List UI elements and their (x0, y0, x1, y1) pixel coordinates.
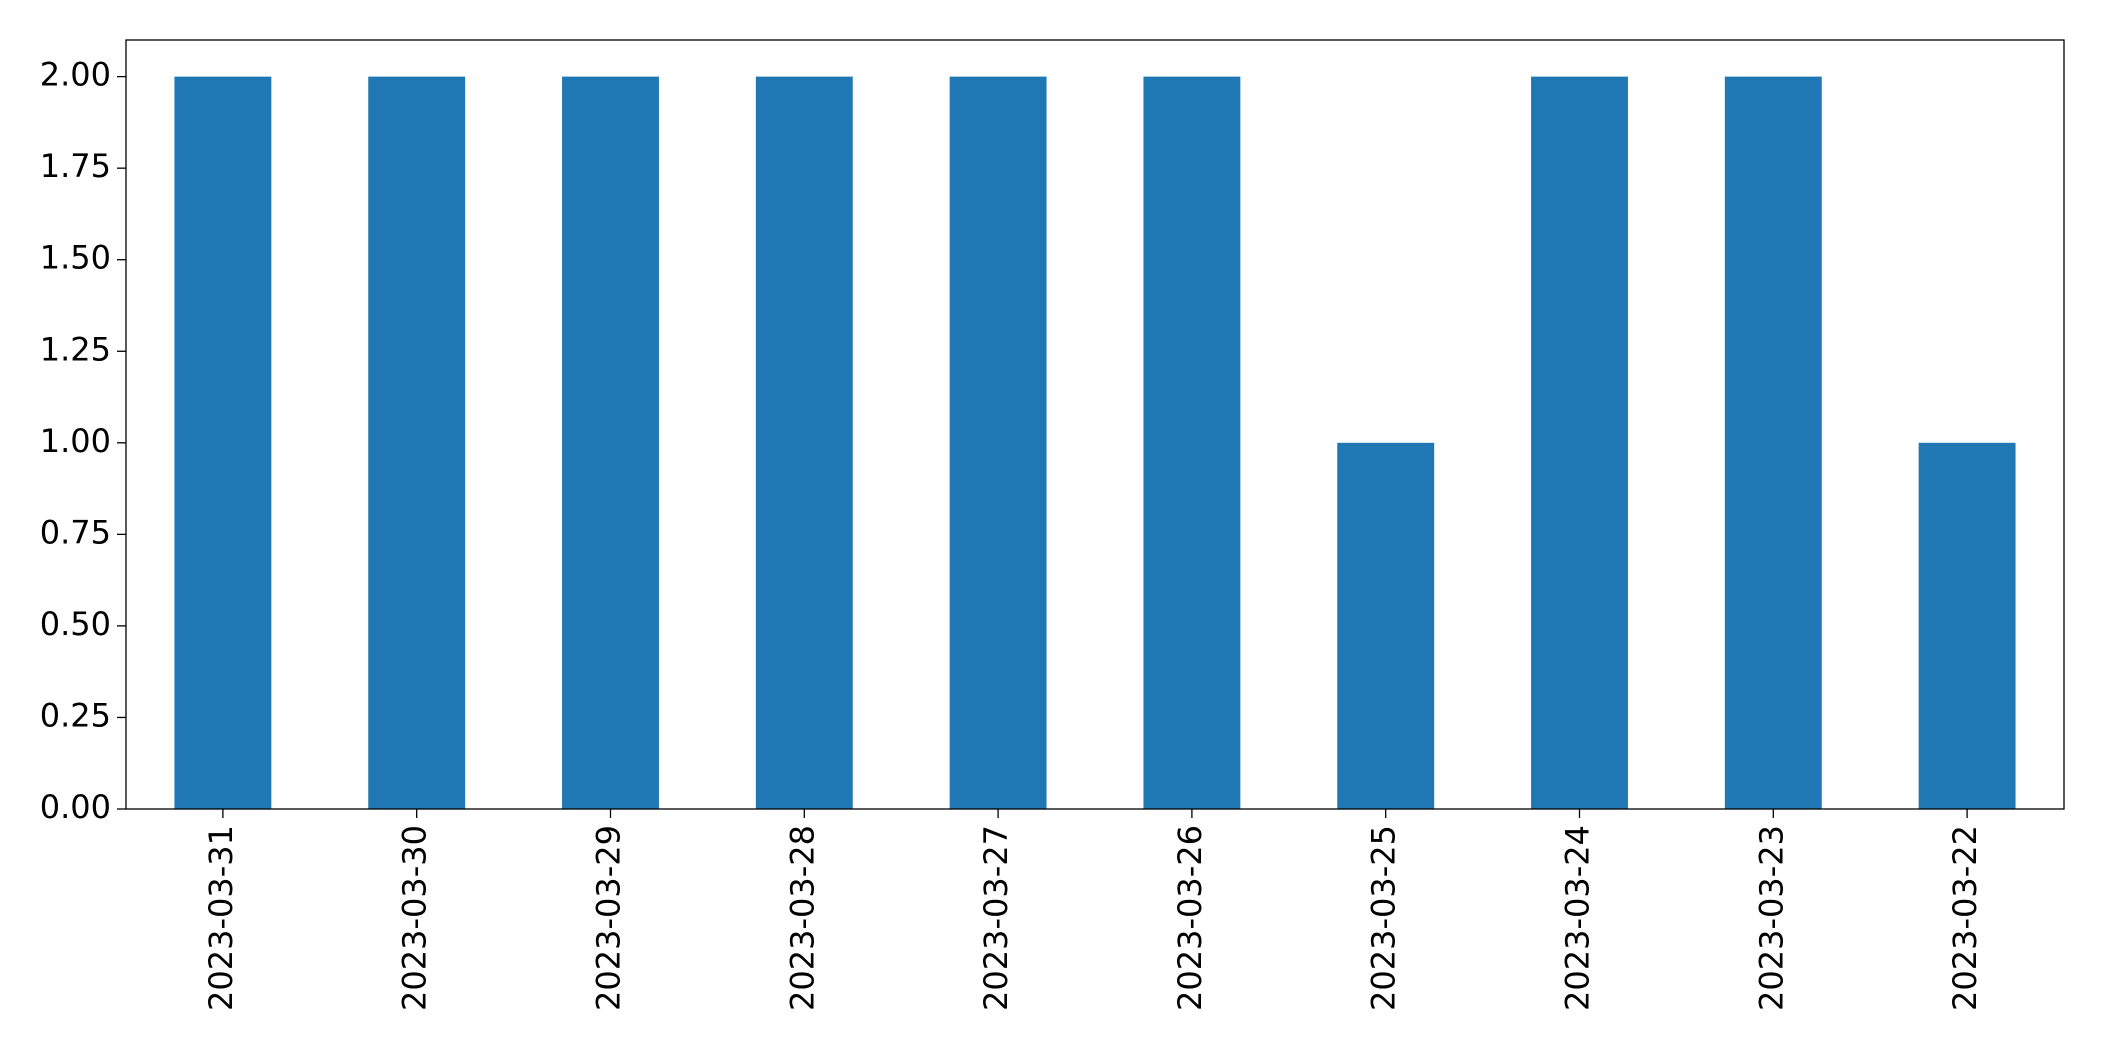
y-tick-label: 1.25 (40, 330, 111, 368)
x-tick-label: 2023-03-25 (1365, 825, 1403, 1011)
y-tick-label: 1.00 (40, 422, 111, 460)
bar (562, 76, 659, 810)
bar (368, 76, 466, 810)
x-tick-label: 2023-03-27 (977, 825, 1015, 1011)
y-tick-label: 1.75 (40, 147, 111, 185)
y-tick-label: 0.75 (40, 513, 111, 551)
bar (949, 76, 1047, 810)
x-tick-label: 2023-03-31 (202, 825, 240, 1011)
bar (174, 76, 272, 810)
bar (755, 76, 853, 810)
y-tick-label: 0.00 (40, 788, 111, 826)
y-tick-label: 1.50 (40, 239, 111, 277)
bar (1337, 442, 1435, 809)
y-tick-label: 0.50 (40, 605, 111, 643)
bar (1918, 442, 2016, 809)
bar (1143, 76, 1241, 810)
x-tick-label: 2023-03-24 (1559, 825, 1597, 1011)
plot-frame (125, 39, 2065, 810)
y-tick-label: 2.00 (40, 56, 111, 94)
bar (1531, 76, 1628, 810)
bar (1724, 76, 1822, 810)
x-tick-label: 2023-03-22 (1946, 825, 1984, 1011)
x-tick-label: 2023-03-23 (1752, 825, 1790, 1011)
x-tick-label: 2023-03-29 (590, 825, 628, 1011)
y-tick-label: 0.25 (40, 696, 111, 734)
x-tick-label: 2023-03-28 (783, 825, 821, 1011)
x-tick-label: 2023-03-26 (1171, 825, 1209, 1011)
x-tick-label: 2023-03-30 (396, 825, 434, 1011)
